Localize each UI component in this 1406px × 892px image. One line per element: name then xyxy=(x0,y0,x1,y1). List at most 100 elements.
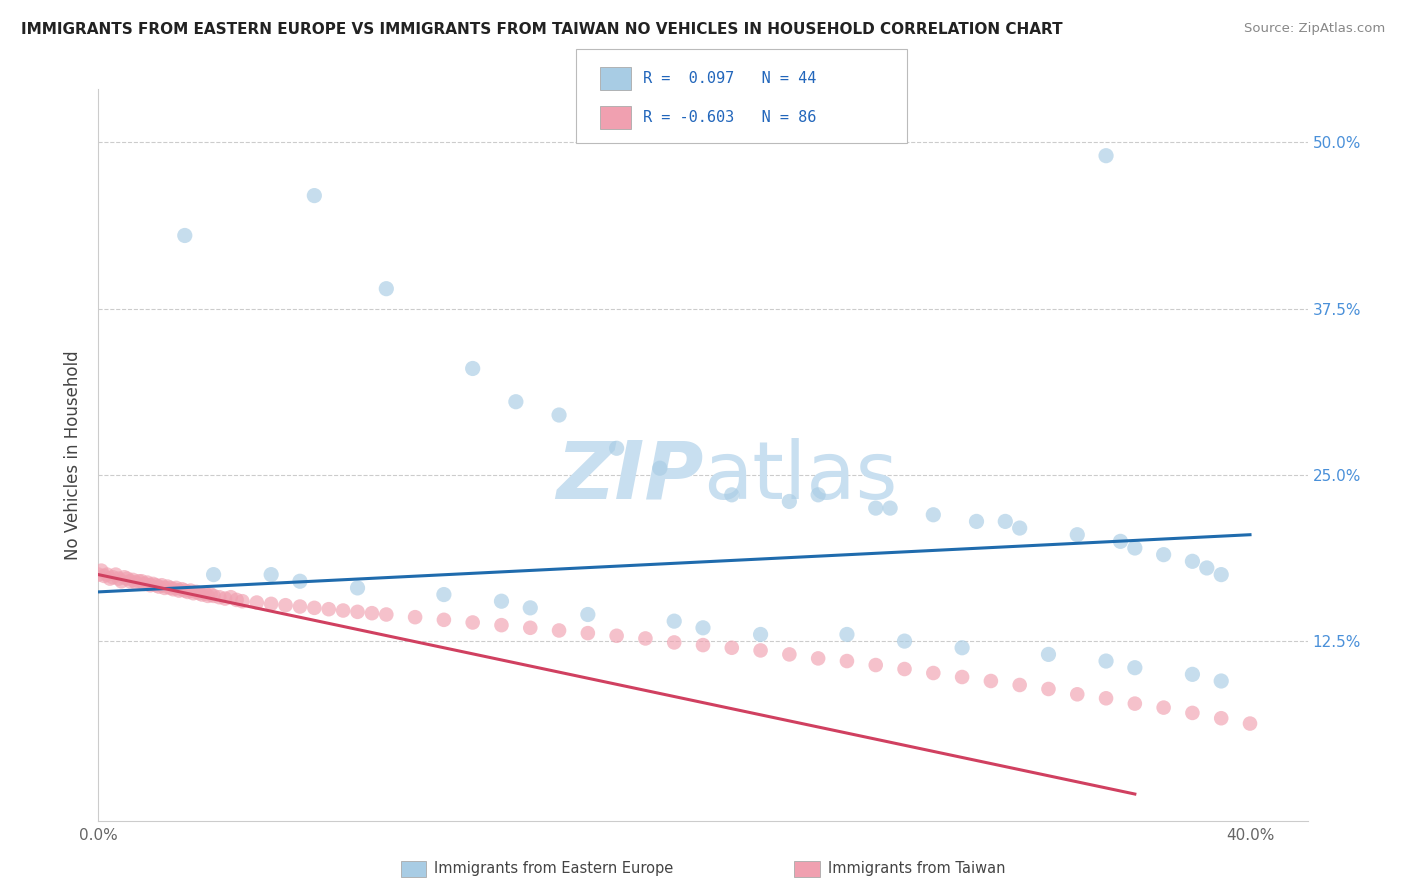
Point xyxy=(101,570,124,584)
Point xyxy=(246,595,269,609)
Point xyxy=(231,594,253,608)
Point xyxy=(1195,561,1218,575)
Point xyxy=(606,442,628,456)
Point xyxy=(219,591,242,605)
Point xyxy=(176,585,198,599)
Text: Immigrants from Taiwan: Immigrants from Taiwan xyxy=(828,862,1005,876)
Text: R =  0.097   N = 44: R = 0.097 N = 44 xyxy=(643,71,815,86)
Text: R = -0.603   N = 86: R = -0.603 N = 86 xyxy=(643,111,815,125)
Point xyxy=(214,591,236,606)
Point xyxy=(692,621,714,635)
Point xyxy=(720,488,742,502)
Point xyxy=(200,588,222,602)
Point xyxy=(519,621,541,635)
Point xyxy=(1153,700,1175,714)
Point xyxy=(125,575,148,590)
Point xyxy=(98,572,121,586)
Point xyxy=(1181,554,1204,568)
Point xyxy=(664,614,686,628)
Point xyxy=(131,574,153,589)
Point xyxy=(1181,667,1204,681)
Point xyxy=(159,581,181,595)
Point xyxy=(994,515,1017,529)
Point xyxy=(202,589,225,603)
Point xyxy=(1211,673,1233,688)
Point xyxy=(173,228,195,243)
Point xyxy=(778,494,800,508)
Point xyxy=(922,666,945,681)
Point xyxy=(835,627,858,641)
Point xyxy=(112,570,135,584)
Point xyxy=(167,583,190,598)
Point xyxy=(865,501,887,516)
Point xyxy=(139,578,162,592)
Point xyxy=(150,578,173,592)
Text: atlas: atlas xyxy=(703,438,897,516)
Point xyxy=(186,585,208,599)
Point xyxy=(318,602,340,616)
Point xyxy=(142,577,165,591)
Point xyxy=(865,658,887,673)
Point xyxy=(1095,149,1118,163)
Point xyxy=(90,564,112,578)
Point xyxy=(134,577,156,591)
Point xyxy=(346,605,368,619)
Point xyxy=(107,572,129,586)
Text: Immigrants from Eastern Europe: Immigrants from Eastern Europe xyxy=(434,862,673,876)
Point xyxy=(188,586,211,600)
Point xyxy=(375,282,398,296)
Point xyxy=(304,188,326,202)
Point xyxy=(648,461,671,475)
Point xyxy=(491,618,513,632)
Point xyxy=(136,575,159,590)
Point xyxy=(548,624,571,638)
Point xyxy=(110,574,132,589)
Point xyxy=(692,638,714,652)
Point xyxy=(893,662,915,676)
Point xyxy=(807,488,830,502)
Point xyxy=(115,572,138,586)
Point xyxy=(208,591,231,605)
Point xyxy=(1211,711,1233,725)
Point xyxy=(180,583,202,598)
Text: IMMIGRANTS FROM EASTERN EUROPE VS IMMIGRANTS FROM TAIWAN NO VEHICLES IN HOUSEHOL: IMMIGRANTS FROM EASTERN EUROPE VS IMMIGR… xyxy=(21,22,1063,37)
Text: ZIP: ZIP xyxy=(555,438,703,516)
Point xyxy=(950,640,973,655)
Point xyxy=(966,515,988,529)
Point xyxy=(225,593,247,607)
Point xyxy=(1066,527,1088,541)
Point xyxy=(404,610,426,624)
Point xyxy=(576,626,599,640)
Point xyxy=(1153,548,1175,562)
Point xyxy=(576,607,599,622)
Point xyxy=(519,600,541,615)
Point xyxy=(87,567,110,582)
Point xyxy=(1123,661,1146,675)
Y-axis label: No Vehicles in Household: No Vehicles in Household xyxy=(65,350,83,560)
Point xyxy=(274,598,297,612)
Point xyxy=(664,635,686,649)
Point xyxy=(156,580,179,594)
Point xyxy=(980,673,1002,688)
Point xyxy=(461,361,484,376)
Point xyxy=(1109,534,1132,549)
Point xyxy=(1066,687,1088,701)
Point xyxy=(191,588,214,602)
Point xyxy=(1008,521,1031,535)
Point xyxy=(950,670,973,684)
Point xyxy=(288,574,311,589)
Point xyxy=(148,580,170,594)
Point xyxy=(1123,697,1146,711)
Point xyxy=(375,607,398,622)
Point xyxy=(183,586,205,600)
Point xyxy=(122,573,145,587)
Point xyxy=(1038,681,1060,696)
Point xyxy=(145,578,167,592)
Point xyxy=(922,508,945,522)
Point xyxy=(1008,678,1031,692)
Point xyxy=(93,569,115,583)
Point xyxy=(104,567,127,582)
Point xyxy=(634,632,657,646)
Point xyxy=(461,615,484,630)
Point xyxy=(505,394,527,409)
